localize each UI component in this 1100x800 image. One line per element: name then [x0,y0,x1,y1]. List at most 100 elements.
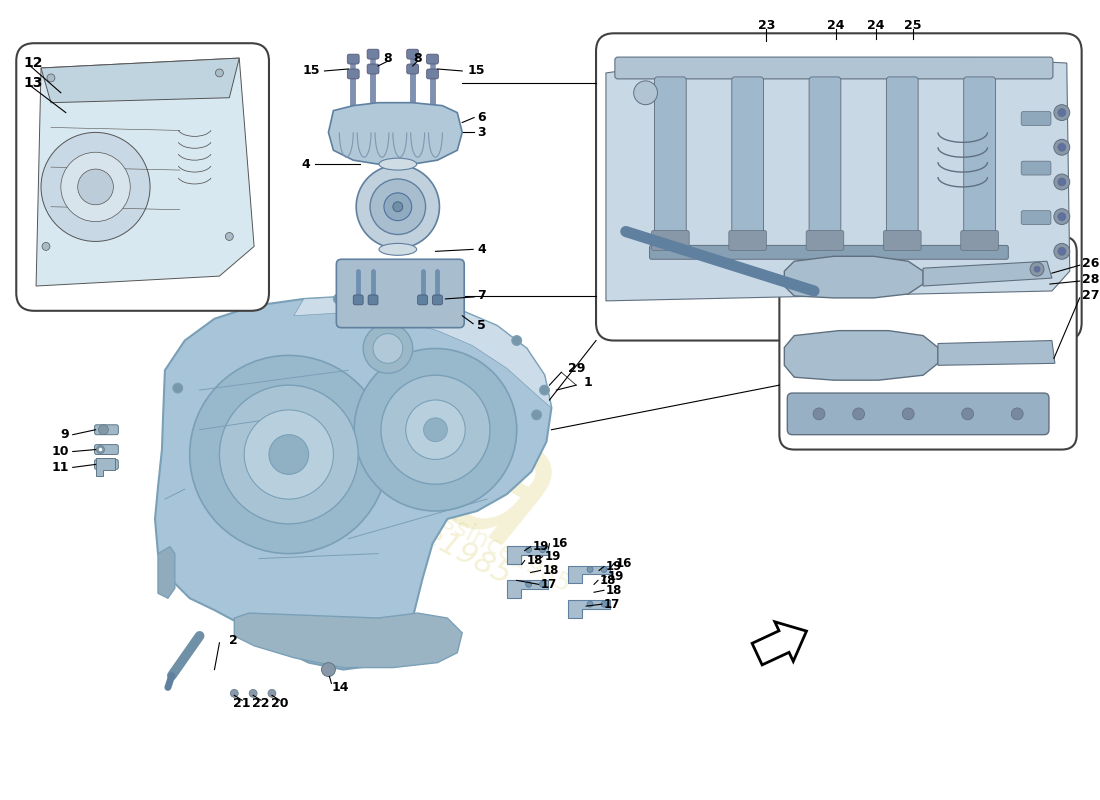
FancyBboxPatch shape [95,425,119,434]
Text: 4: 4 [301,158,310,170]
Polygon shape [294,296,551,408]
Text: 18: 18 [600,574,616,587]
Text: 6: 6 [477,111,486,124]
FancyBboxPatch shape [654,77,686,238]
Polygon shape [569,566,609,583]
Polygon shape [507,546,549,563]
Circle shape [1054,243,1070,259]
Polygon shape [923,262,1052,286]
FancyBboxPatch shape [806,230,844,250]
FancyBboxPatch shape [407,64,419,74]
Text: 12: 12 [23,56,43,70]
Circle shape [531,410,541,420]
Text: 14: 14 [331,681,349,694]
Polygon shape [234,613,462,667]
Circle shape [1054,174,1070,190]
Circle shape [381,375,490,484]
Text: 24: 24 [827,19,845,32]
FancyBboxPatch shape [651,230,690,250]
Circle shape [370,179,426,234]
Circle shape [41,133,150,242]
Text: a: a [407,386,587,593]
Circle shape [321,662,336,677]
Polygon shape [938,341,1055,366]
Text: 8: 8 [414,51,422,65]
Circle shape [216,69,223,77]
Text: 2: 2 [229,634,238,647]
FancyBboxPatch shape [367,49,380,59]
Text: epartssince1985: epartssince1985 [379,479,574,598]
Circle shape [526,582,531,587]
FancyBboxPatch shape [729,230,767,250]
FancyBboxPatch shape [95,459,119,470]
Circle shape [539,385,549,395]
Polygon shape [36,58,254,286]
Text: 23: 23 [758,19,776,32]
Circle shape [1054,139,1070,155]
FancyBboxPatch shape [780,237,1077,450]
Circle shape [1011,408,1023,420]
FancyBboxPatch shape [16,43,270,311]
Polygon shape [752,622,806,665]
Text: 13: 13 [23,76,43,90]
Circle shape [60,152,130,222]
Text: e: e [206,345,452,654]
Text: 1: 1 [583,376,592,389]
Text: 19: 19 [608,570,625,583]
Text: 20: 20 [271,697,288,710]
Circle shape [601,566,607,573]
Text: 3: 3 [477,126,486,139]
Text: 24: 24 [867,19,884,32]
Circle shape [230,690,239,698]
Circle shape [601,601,607,607]
Text: 18: 18 [542,564,559,577]
Polygon shape [784,330,938,380]
Circle shape [356,165,439,248]
FancyBboxPatch shape [367,64,380,74]
Text: 7: 7 [477,290,486,302]
Text: 19: 19 [544,550,561,563]
Text: epartssince1985: epartssince1985 [279,446,517,591]
Text: 10: 10 [52,445,69,458]
FancyBboxPatch shape [615,57,1053,79]
Text: 17: 17 [604,598,620,610]
Circle shape [512,335,521,346]
Circle shape [587,566,593,573]
Circle shape [226,233,233,241]
Polygon shape [96,458,115,476]
FancyBboxPatch shape [887,77,918,238]
Circle shape [526,546,531,553]
FancyBboxPatch shape [432,295,442,305]
Polygon shape [606,58,1070,301]
Polygon shape [784,256,923,298]
FancyBboxPatch shape [353,295,363,305]
FancyBboxPatch shape [732,77,763,238]
Circle shape [1054,105,1070,121]
Text: 15: 15 [468,65,485,78]
Polygon shape [155,296,551,670]
Text: 4: 4 [477,243,486,256]
Circle shape [1058,247,1066,255]
FancyBboxPatch shape [964,77,996,238]
Circle shape [539,546,546,553]
Circle shape [373,334,403,363]
Text: 22: 22 [252,697,270,710]
Circle shape [1058,178,1066,186]
Circle shape [250,690,257,698]
Circle shape [1058,143,1066,151]
FancyBboxPatch shape [1021,111,1050,126]
Text: 16: 16 [551,538,568,550]
Circle shape [587,601,593,607]
Circle shape [189,355,388,554]
FancyBboxPatch shape [427,69,439,79]
Text: 26: 26 [1081,257,1099,270]
Circle shape [268,690,276,698]
Text: 11: 11 [52,461,69,474]
Polygon shape [158,546,175,598]
Circle shape [99,447,102,451]
Text: 29: 29 [569,362,585,374]
Circle shape [634,81,658,105]
Circle shape [78,169,113,205]
Circle shape [539,582,546,587]
Circle shape [1034,266,1040,272]
